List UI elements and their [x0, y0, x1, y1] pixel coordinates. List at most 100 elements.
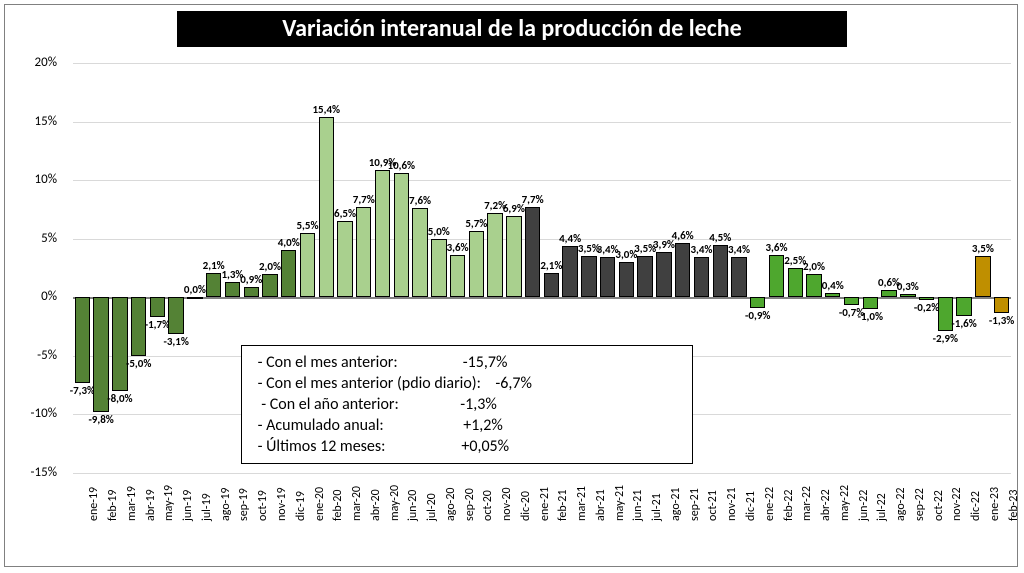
bar	[469, 231, 484, 298]
x-axis-tick-label: mar-19	[125, 486, 139, 521]
bar-value-label: 7,7%	[515, 194, 551, 205]
bar	[300, 233, 315, 297]
x-axis-tick-label: oct-22	[932, 490, 946, 521]
info-row: - Con el mes anterior (pdio diario): -6,…	[254, 373, 680, 394]
bar-value-label: -0,9%	[740, 310, 776, 321]
summary-info-box: - Con el mes anterior: -15,7% - Con el m…	[241, 345, 693, 464]
x-axis-tick-label: abr-21	[594, 489, 608, 521]
bar-value-label: 15,4%	[308, 104, 344, 115]
bar	[619, 262, 634, 297]
x-axis-tick-label: jun-19	[181, 490, 195, 521]
x-axis-tick-label: nov-19	[275, 487, 289, 521]
x-axis-tick-label: jul-19	[200, 493, 214, 521]
y-axis-tick-label: -10%	[7, 406, 57, 421]
x-axis-tick-label: ago-22	[894, 488, 908, 521]
x-axis-tick-label: feb-21	[556, 490, 570, 521]
x-axis-tick-label: feb-19	[106, 490, 120, 521]
bar-value-label: 7,6%	[402, 195, 438, 206]
bar	[525, 207, 540, 297]
bar	[450, 255, 465, 297]
x-axis-tick-label: ene-23	[988, 487, 1002, 521]
x-axis-tick-label: nov-21	[725, 487, 739, 521]
x-axis-tick-label: jul-20	[425, 493, 439, 521]
x-axis-tick-label: abr-19	[144, 489, 158, 521]
bar	[112, 297, 127, 391]
bar-value-label: -1,3%	[984, 315, 1020, 326]
x-axis-tick-label: oct-21	[706, 490, 720, 521]
bar-value-label: -1,6%	[946, 318, 982, 329]
bar	[168, 297, 183, 333]
bar	[863, 297, 878, 309]
bar	[975, 256, 990, 297]
x-axis-tick-label: dic-20	[519, 491, 533, 521]
bar	[487, 213, 502, 297]
bar	[394, 173, 409, 297]
bar	[75, 297, 90, 383]
bar-value-label: -3,1%	[158, 336, 194, 347]
bar	[919, 297, 934, 299]
bar	[825, 293, 840, 298]
x-axis-tick-label: oct-19	[256, 490, 270, 521]
x-axis-tick-label: ene-21	[538, 487, 552, 521]
bar-value-label: 4,5%	[702, 232, 738, 243]
x-axis-tick-label: sep-19	[237, 488, 251, 521]
bar	[262, 274, 277, 297]
bar	[637, 256, 652, 297]
x-axis-tick-label: ene-20	[313, 487, 327, 521]
bar	[844, 297, 859, 305]
bar	[319, 117, 334, 297]
x-axis-tick-label: jun-20	[406, 490, 420, 521]
info-row: - Con el mes anterior: -15,7%	[254, 352, 680, 373]
y-axis-tick-label: 0%	[7, 289, 57, 304]
y-axis-tick-label: 20%	[7, 55, 57, 70]
x-axis-tick-label: dic-19	[294, 491, 308, 521]
x-axis-tick-label: jul-21	[650, 493, 664, 521]
y-axis-tick-label: 10%	[7, 172, 57, 187]
gridline	[73, 180, 1011, 181]
x-axis-tick-label: nov-22	[950, 487, 964, 521]
y-axis-tick-label: -15%	[7, 465, 57, 480]
bar-value-label: 3,5%	[965, 243, 1001, 254]
x-axis-tick-label: mar-20	[350, 486, 364, 521]
y-axis-tick-label: -5%	[7, 348, 57, 363]
x-axis-tick-label: oct-20	[481, 490, 495, 521]
x-axis-tick-label: jul-22	[875, 493, 889, 521]
y-axis-tick-label: 5%	[7, 231, 57, 246]
bar-value-label: 0,3%	[890, 281, 926, 292]
bar	[694, 257, 709, 297]
bar-value-label: 0,4%	[815, 280, 851, 291]
bar-value-label: 10,6%	[383, 160, 419, 171]
bar-value-label: 3,6%	[759, 242, 795, 253]
bar	[900, 294, 915, 298]
chart-frame: Variación interanual de la producción de…	[4, 4, 1018, 567]
x-axis-tick-label: may-21	[613, 485, 627, 521]
bar	[600, 257, 615, 297]
bar	[731, 257, 746, 297]
bar-value-label: 4,6%	[665, 230, 701, 241]
bar-value-label: -8,0%	[102, 393, 138, 404]
x-axis-tick-label: ago-21	[669, 488, 683, 521]
x-axis-tick-label: sep-21	[688, 488, 702, 521]
x-axis-tick-label: dic-22	[969, 491, 983, 521]
bar	[581, 256, 596, 297]
bar	[281, 250, 296, 297]
bar	[956, 297, 971, 316]
x-axis-tick-label: may-22	[838, 485, 852, 521]
bar	[544, 273, 559, 298]
bar	[788, 268, 803, 297]
x-axis-tick-label: ago-20	[444, 488, 458, 521]
x-axis-tick-label: dic-21	[744, 491, 758, 521]
x-axis-tick-label: mar-22	[800, 486, 814, 521]
x-axis-tick-label: ene-22	[763, 487, 777, 521]
bar-value-label: 3,4%	[721, 244, 757, 255]
x-axis-tick-label: may-20	[388, 485, 402, 521]
bar-value-label: -5,0%	[121, 358, 157, 369]
info-row: - Con el año anterior: -1,3%	[254, 394, 680, 415]
x-axis-tick-label: abr-20	[369, 489, 383, 521]
gridline	[73, 63, 1011, 64]
bar-value-label: -2,9%	[927, 333, 963, 344]
x-axis-tick-label: feb-22	[782, 490, 796, 521]
x-axis-tick-label: feb-23	[1007, 490, 1021, 521]
x-axis-tick-label: jun-21	[631, 490, 645, 521]
x-axis-tick-label: nov-20	[500, 487, 514, 521]
